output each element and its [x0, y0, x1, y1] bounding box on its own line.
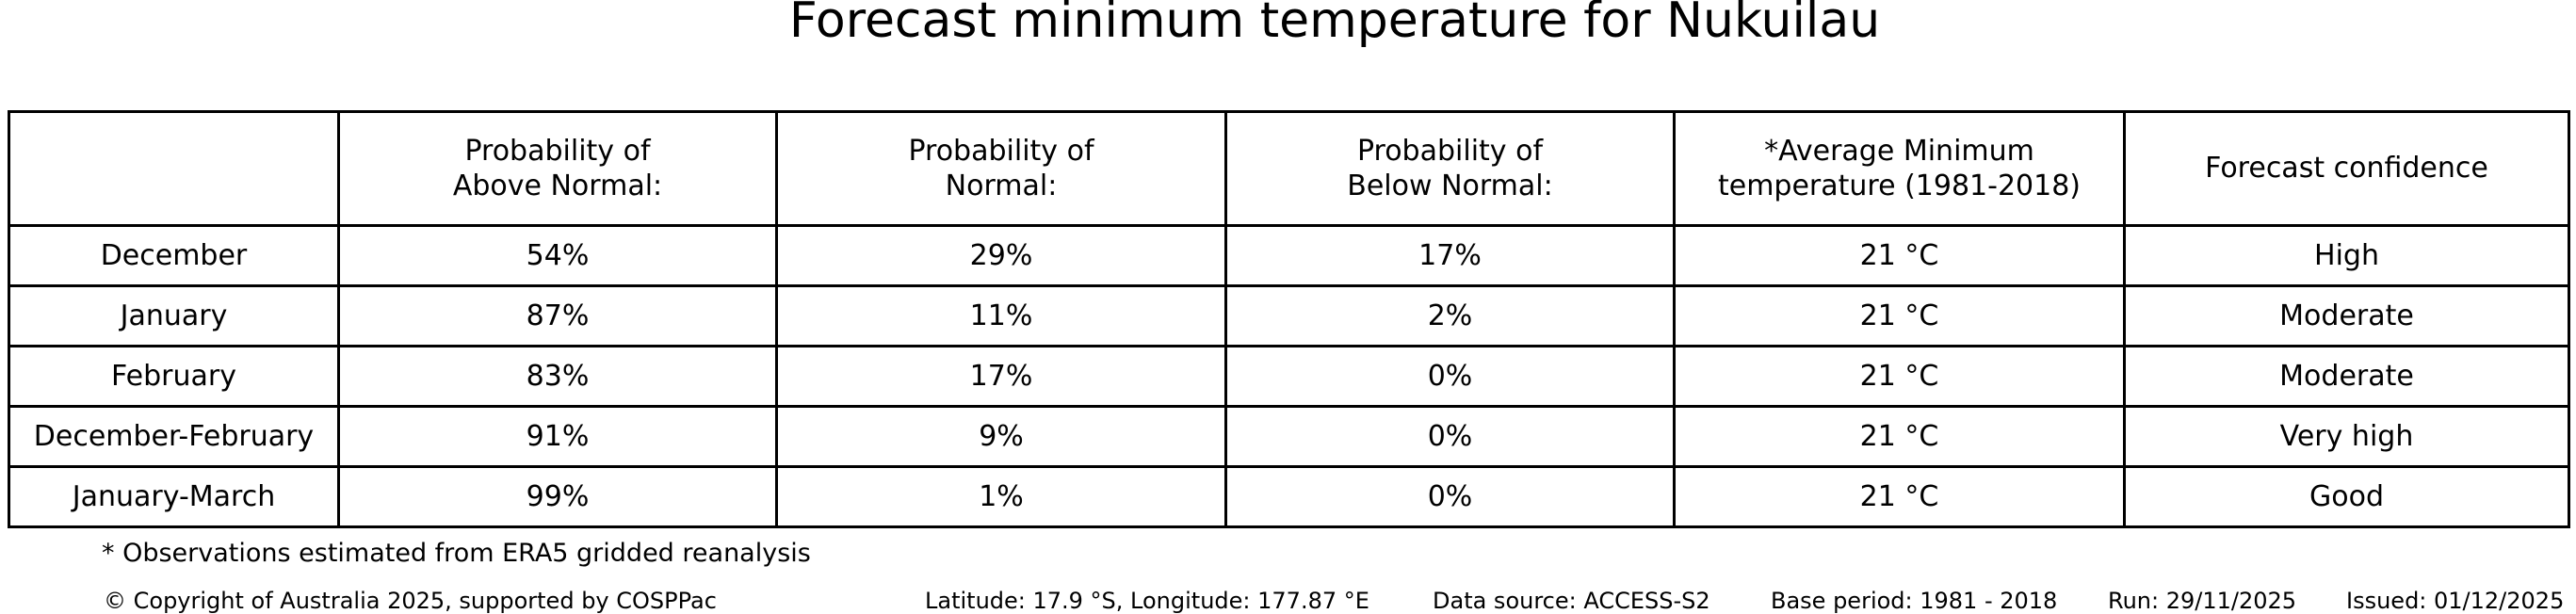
cell-average-minimum: 21 °C [1673, 465, 2126, 528]
column-header-average-minimum: *Average Minimum temperature (1981-2018) [1673, 110, 2126, 227]
table-row: January 87% 11% 2% 21 °C Moderate [8, 284, 2570, 347]
column-header-above-normal: Probability of Above Normal: [337, 110, 778, 227]
run-date-text: Run: 29/11/2025 [2108, 588, 2297, 614]
cell-above-normal: 83% [337, 345, 778, 408]
cell-period: December [8, 224, 340, 287]
cell-normal: 29% [775, 224, 1227, 287]
cell-confidence: Moderate [2123, 345, 2570, 408]
cell-confidence: Good [2123, 465, 2570, 528]
cell-confidence: High [2123, 224, 2570, 287]
cell-above-normal: 91% [337, 405, 778, 468]
cell-average-minimum: 21 °C [1673, 405, 2126, 468]
cell-normal: 11% [775, 284, 1227, 347]
column-header-forecast-confidence: Forecast confidence [2123, 110, 2570, 227]
cell-normal: 1% [775, 465, 1227, 528]
blank-header-cell [8, 110, 340, 227]
header-line: *Average Minimum [1764, 134, 2034, 168]
cell-average-minimum: 21 °C [1673, 345, 2126, 408]
cell-below-normal: 0% [1224, 345, 1676, 408]
header-line: temperature (1981-2018) [1717, 170, 2082, 202]
cell-above-normal: 87% [337, 284, 778, 347]
cell-confidence: Moderate [2123, 284, 2570, 347]
header-line: Probability of [908, 134, 1094, 168]
era5-footnote: * Observations estimated from ERA5 gridd… [102, 539, 811, 568]
header-line: Probability of [1356, 134, 1544, 168]
cell-below-normal: 2% [1224, 284, 1676, 347]
table-row: December 54% 29% 17% 21 °C High [8, 224, 2570, 287]
cell-below-normal: 0% [1224, 405, 1676, 468]
column-header-below-normal: Probability of Below Normal: [1224, 110, 1676, 227]
cell-below-normal: 17% [1224, 224, 1676, 287]
cell-above-normal: 54% [337, 224, 778, 287]
header-row: Probability of Above Normal: Probability… [8, 110, 2570, 227]
cell-normal: 17% [775, 345, 1227, 408]
cell-normal: 9% [775, 405, 1227, 468]
cell-confidence: Very high [2123, 405, 2570, 468]
header-line: Forecast confidence [2205, 152, 2488, 186]
cell-period: January [8, 284, 340, 347]
location-text: Latitude: 17.9 °S, Longitude: 177.87 °E [925, 588, 1369, 614]
header-line: Probability of [464, 134, 651, 168]
header-line: Above Normal: [452, 170, 663, 202]
table-row: December-February 91% 9% 0% 21 °C Very h… [8, 405, 2570, 468]
page-title: Forecast minimum temperature for Nukuila… [788, 0, 1881, 49]
cell-average-minimum: 21 °C [1673, 284, 2126, 347]
issued-date-text: Issued: 01/12/2025 [2346, 588, 2565, 614]
header-line: Normal: [945, 170, 1058, 202]
cell-period: January-March [8, 465, 340, 528]
table-row: January-March 99% 1% 0% 21 °C Good [8, 465, 2570, 528]
header-line: Below Normal: [1347, 170, 1553, 202]
table-row: February 83% 17% 0% 21 °C Moderate [8, 345, 2570, 408]
cell-period: February [8, 345, 340, 408]
data-source-text: Data source: ACCESS-S2 [1433, 588, 1710, 614]
forecast-table: Probability of Above Normal: Probability… [8, 110, 2570, 528]
cell-period: December-February [8, 405, 340, 468]
cell-above-normal: 99% [337, 465, 778, 528]
cell-below-normal: 0% [1224, 465, 1676, 528]
column-header-normal: Probability of Normal: [775, 110, 1227, 227]
base-period-text: Base period: 1981 - 2018 [1771, 588, 2058, 614]
copyright-text: © Copyright of Australia 2025, supported… [104, 588, 717, 614]
cell-average-minimum: 21 °C [1673, 224, 2126, 287]
